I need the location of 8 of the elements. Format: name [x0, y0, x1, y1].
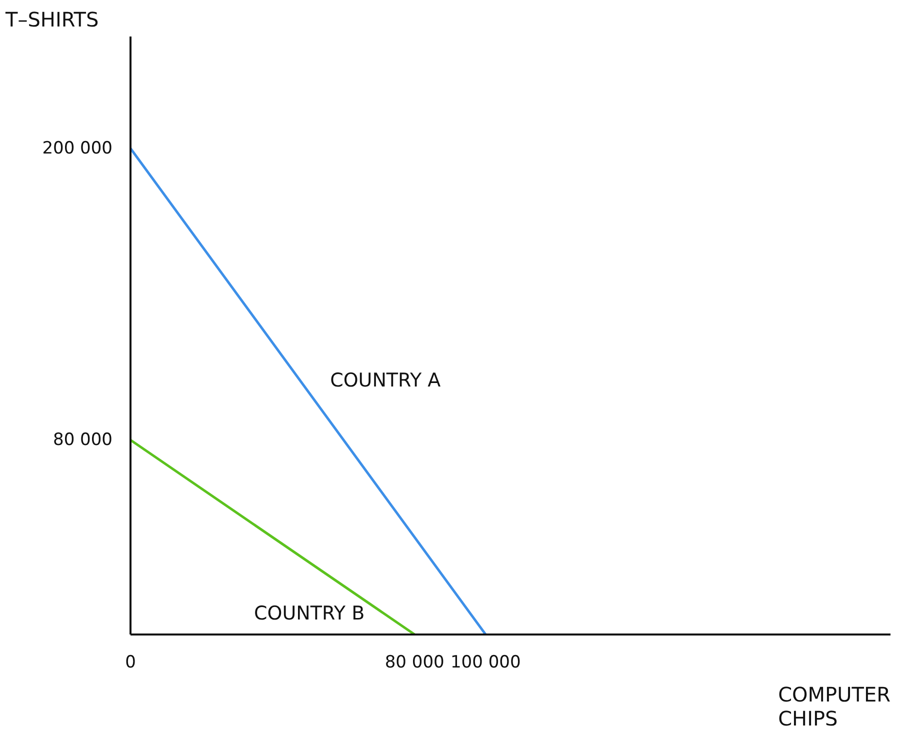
x-tick-label: 100 000 [450, 652, 521, 672]
y-tick-label: 200 000 [42, 138, 113, 158]
x-axis-title: COMPUTER CHIPS [778, 682, 891, 730]
x-tick-label: 80 000 [384, 652, 444, 672]
series-label: COUNTRY A [330, 369, 441, 392]
series-label: COUNTRY B [254, 602, 365, 624]
x-tick-label: 0 [125, 652, 136, 672]
y-axis-title: T–SHIRTS [4, 8, 99, 32]
